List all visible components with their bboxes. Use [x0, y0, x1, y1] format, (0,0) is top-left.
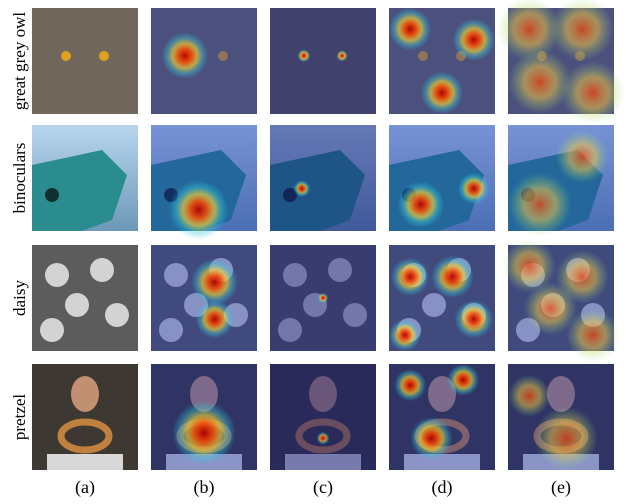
image-cell [389, 8, 495, 114]
heatmap-blob [508, 173, 572, 237]
column-label: (c) [313, 477, 333, 498]
row-label: great grey owl [10, 12, 29, 110]
heatmap-blob [389, 8, 431, 50]
image-cell [32, 245, 138, 351]
heatmap-blob [191, 259, 238, 306]
heatmap-blob [556, 130, 609, 183]
heatmap-blob [455, 300, 493, 338]
figure: great grey owl binoculars daisy pretzel (a) (… [0, 0, 629, 504]
image-object [45, 263, 69, 287]
heatmap-tint [270, 8, 376, 114]
heatmap-blob [394, 369, 426, 401]
image-cell [389, 245, 495, 351]
heatmap-blob [508, 50, 572, 114]
heatmap-blob [431, 256, 473, 298]
heatmap-blob [317, 432, 330, 445]
heatmap-blob [535, 406, 599, 470]
row-label: binoculars [10, 143, 29, 214]
heatmap-blob [561, 61, 625, 125]
image [32, 8, 138, 114]
image-cell [270, 125, 376, 231]
image-cell [497, 0, 624, 125]
image-cell [32, 364, 138, 470]
heatmap-blob [162, 32, 209, 79]
row-label: pretzel [10, 394, 29, 441]
image-object [71, 376, 99, 412]
image-cell [32, 8, 138, 114]
image-object [61, 51, 71, 61]
image-object [90, 258, 114, 282]
heatmap-blob [397, 181, 444, 228]
heatmap-blob [391, 258, 429, 296]
image-cell [389, 125, 495, 231]
heatmap-blob [389, 319, 421, 351]
image-object [45, 188, 59, 202]
image-cell [508, 125, 614, 236]
image-cell [270, 245, 376, 351]
heatmap-blob [453, 19, 495, 61]
image-cell [151, 245, 257, 351]
image-cell [508, 364, 614, 470]
image-object [65, 293, 89, 317]
image-cell [32, 125, 138, 231]
heatmap-blob [196, 300, 234, 338]
image-object [99, 51, 109, 61]
image-cell [270, 364, 376, 470]
heatmap-blob [298, 49, 311, 62]
image-cell [151, 364, 257, 470]
heatmap-blob [550, 0, 614, 61]
image-cell [389, 364, 495, 470]
heatmap-blob [508, 375, 550, 417]
row-label: daisy [10, 280, 29, 316]
image-cell [151, 125, 257, 239]
image-cell [503, 240, 620, 362]
column-label: (e) [551, 477, 571, 498]
image-cell [270, 8, 376, 114]
heatmap-blob [293, 180, 310, 197]
heatmap-tint [270, 125, 376, 231]
heatmap-tint [270, 364, 376, 470]
image-cell [151, 8, 257, 114]
heatmap-blob [172, 401, 236, 465]
image-object [40, 318, 64, 342]
heatmap-blob [410, 417, 452, 459]
heatmap-blob [566, 309, 619, 362]
image-object [105, 303, 129, 327]
heatmap-blob [318, 293, 329, 304]
column-label: (d) [432, 477, 453, 498]
heatmap-blob [447, 364, 479, 396]
heatmap-blob [458, 173, 490, 205]
heatmap-blob [169, 180, 228, 239]
heatmap-blob [421, 72, 463, 114]
column-label: (b) [194, 477, 215, 498]
column-label: (a) [75, 477, 95, 498]
heatmap-blob [337, 50, 348, 61]
image-object [47, 454, 123, 470]
